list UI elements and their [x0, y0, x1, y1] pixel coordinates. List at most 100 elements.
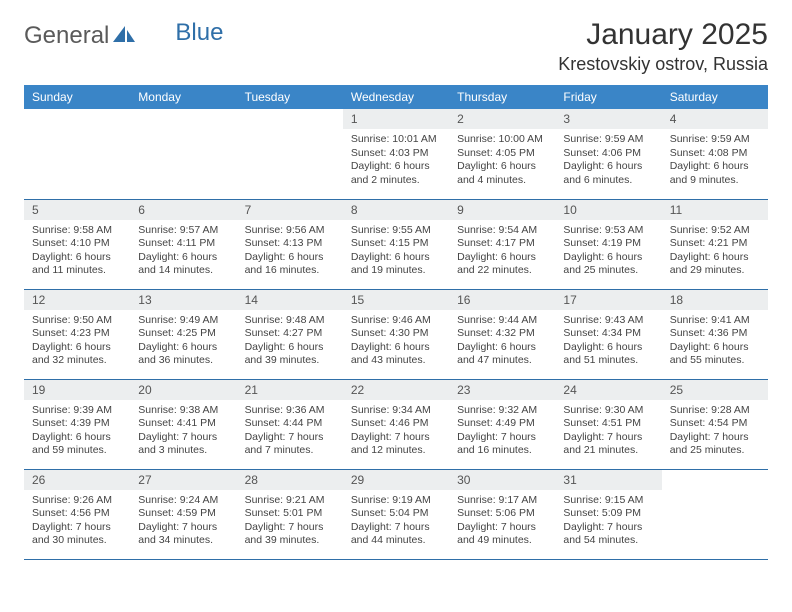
- day-data: Sunrise: 9:53 AMSunset: 4:19 PMDaylight:…: [555, 220, 661, 284]
- calendar-day-cell: 3Sunrise: 9:59 AMSunset: 4:06 PMDaylight…: [555, 109, 661, 199]
- calendar-day-cell: 14Sunrise: 9:48 AMSunset: 4:27 PMDayligh…: [237, 289, 343, 379]
- day-data: Sunrise: 9:17 AMSunset: 5:06 PMDaylight:…: [449, 490, 555, 554]
- location-title: Krestovskiy ostrov, Russia: [558, 54, 768, 75]
- daylight-line: Daylight: 7 hours and 54 minutes.: [563, 521, 653, 548]
- day-data: Sunrise: 9:26 AMSunset: 4:56 PMDaylight:…: [24, 490, 130, 554]
- daylight-line: Daylight: 7 hours and 30 minutes.: [32, 521, 122, 548]
- sunrise-line: Sunrise: 9:41 AM: [670, 314, 760, 328]
- day-number: 4: [662, 109, 768, 129]
- sunrise-line: Sunrise: 9:34 AM: [351, 404, 441, 418]
- calendar-day-cell: 12Sunrise: 9:50 AMSunset: 4:23 PMDayligh…: [24, 289, 130, 379]
- sunrise-line: Sunrise: 9:49 AM: [138, 314, 228, 328]
- sunrise-line: Sunrise: 9:50 AM: [32, 314, 122, 328]
- calendar-day-cell: 30Sunrise: 9:17 AMSunset: 5:06 PMDayligh…: [449, 469, 555, 559]
- sunrise-line: Sunrise: 9:24 AM: [138, 494, 228, 508]
- sunrise-line: Sunrise: 9:57 AM: [138, 224, 228, 238]
- day-number: 13: [130, 290, 236, 310]
- day-data: Sunrise: 9:24 AMSunset: 4:59 PMDaylight:…: [130, 490, 236, 554]
- sunrise-line: Sunrise: 9:48 AM: [245, 314, 335, 328]
- calendar-day-cell: [24, 109, 130, 199]
- day-data: Sunrise: 9:48 AMSunset: 4:27 PMDaylight:…: [237, 310, 343, 374]
- weekday-header: Friday: [555, 85, 661, 109]
- weekday-header: Wednesday: [343, 85, 449, 109]
- brand-part2: Blue: [175, 19, 223, 47]
- sunrise-line: Sunrise: 9:32 AM: [457, 404, 547, 418]
- day-data: Sunrise: 9:59 AMSunset: 4:08 PMDaylight:…: [662, 129, 768, 193]
- sunrise-line: Sunrise: 9:39 AM: [32, 404, 122, 418]
- day-data: Sunrise: 9:46 AMSunset: 4:30 PMDaylight:…: [343, 310, 449, 374]
- daylight-line: Daylight: 6 hours and 11 minutes.: [32, 251, 122, 278]
- sunset-line: Sunset: 4:17 PM: [457, 237, 547, 251]
- calendar-day-cell: 5Sunrise: 9:58 AMSunset: 4:10 PMDaylight…: [24, 199, 130, 289]
- day-number: 3: [555, 109, 661, 129]
- day-number: 6: [130, 200, 236, 220]
- day-data: Sunrise: 9:28 AMSunset: 4:54 PMDaylight:…: [662, 400, 768, 464]
- calendar-table: SundayMondayTuesdayWednesdayThursdayFrid…: [24, 85, 768, 560]
- sunset-line: Sunset: 4:56 PM: [32, 507, 122, 521]
- calendar-week-row: 26Sunrise: 9:26 AMSunset: 4:56 PMDayligh…: [24, 469, 768, 559]
- calendar-day-cell: 6Sunrise: 9:57 AMSunset: 4:11 PMDaylight…: [130, 199, 236, 289]
- brand-part1: General: [24, 22, 109, 50]
- calendar-day-cell: 4Sunrise: 9:59 AMSunset: 4:08 PMDaylight…: [662, 109, 768, 199]
- sunrise-line: Sunrise: 9:36 AM: [245, 404, 335, 418]
- daylight-line: Daylight: 6 hours and 6 minutes.: [563, 160, 653, 187]
- sunrise-line: Sunrise: 9:17 AM: [457, 494, 547, 508]
- day-number: 12: [24, 290, 130, 310]
- sunrise-line: Sunrise: 9:58 AM: [32, 224, 122, 238]
- sunrise-line: Sunrise: 9:21 AM: [245, 494, 335, 508]
- day-number: 23: [449, 380, 555, 400]
- calendar-day-cell: 20Sunrise: 9:38 AMSunset: 4:41 PMDayligh…: [130, 379, 236, 469]
- day-data: Sunrise: 9:58 AMSunset: 4:10 PMDaylight:…: [24, 220, 130, 284]
- daylight-line: Daylight: 6 hours and 32 minutes.: [32, 341, 122, 368]
- daylight-line: Daylight: 6 hours and 25 minutes.: [563, 251, 653, 278]
- calendar-day-cell: [237, 109, 343, 199]
- day-data: Sunrise: 9:34 AMSunset: 4:46 PMDaylight:…: [343, 400, 449, 464]
- sunset-line: Sunset: 4:11 PM: [138, 237, 228, 251]
- day-data: Sunrise: 9:30 AMSunset: 4:51 PMDaylight:…: [555, 400, 661, 464]
- calendar-day-cell: 1Sunrise: 10:01 AMSunset: 4:03 PMDayligh…: [343, 109, 449, 199]
- calendar-week-row: 19Sunrise: 9:39 AMSunset: 4:39 PMDayligh…: [24, 379, 768, 469]
- calendar-day-cell: [130, 109, 236, 199]
- calendar-day-cell: 13Sunrise: 9:49 AMSunset: 4:25 PMDayligh…: [130, 289, 236, 379]
- sunrise-line: Sunrise: 9:59 AM: [563, 133, 653, 147]
- daylight-line: Daylight: 7 hours and 3 minutes.: [138, 431, 228, 458]
- sunset-line: Sunset: 4:51 PM: [563, 417, 653, 431]
- sunset-line: Sunset: 4:21 PM: [670, 237, 760, 251]
- sunrise-line: Sunrise: 9:55 AM: [351, 224, 441, 238]
- daylight-line: Daylight: 6 hours and 9 minutes.: [670, 160, 760, 187]
- daylight-line: Daylight: 6 hours and 16 minutes.: [245, 251, 335, 278]
- day-number: 21: [237, 380, 343, 400]
- header: General Blue January 2025 Krestovskiy os…: [24, 18, 768, 75]
- daylight-line: Daylight: 7 hours and 7 minutes.: [245, 431, 335, 458]
- sunrise-line: Sunrise: 9:54 AM: [457, 224, 547, 238]
- day-data: Sunrise: 10:01 AMSunset: 4:03 PMDaylight…: [343, 129, 449, 193]
- day-data: Sunrise: 9:44 AMSunset: 4:32 PMDaylight:…: [449, 310, 555, 374]
- daylight-line: Daylight: 7 hours and 21 minutes.: [563, 431, 653, 458]
- daylight-line: Daylight: 6 hours and 43 minutes.: [351, 341, 441, 368]
- weekday-header: Monday: [130, 85, 236, 109]
- day-data: Sunrise: 9:21 AMSunset: 5:01 PMDaylight:…: [237, 490, 343, 554]
- sunset-line: Sunset: 4:27 PM: [245, 327, 335, 341]
- daylight-line: Daylight: 7 hours and 12 minutes.: [351, 431, 441, 458]
- sunset-line: Sunset: 4:54 PM: [670, 417, 760, 431]
- daylight-line: Daylight: 6 hours and 19 minutes.: [351, 251, 441, 278]
- day-data: Sunrise: 9:49 AMSunset: 4:25 PMDaylight:…: [130, 310, 236, 374]
- daylight-line: Daylight: 6 hours and 51 minutes.: [563, 341, 653, 368]
- calendar-day-cell: 28Sunrise: 9:21 AMSunset: 5:01 PMDayligh…: [237, 469, 343, 559]
- calendar-day-cell: 16Sunrise: 9:44 AMSunset: 4:32 PMDayligh…: [449, 289, 555, 379]
- day-number: 16: [449, 290, 555, 310]
- day-data: Sunrise: 9:15 AMSunset: 5:09 PMDaylight:…: [555, 490, 661, 554]
- calendar-week-row: 1Sunrise: 10:01 AMSunset: 4:03 PMDayligh…: [24, 109, 768, 199]
- sunset-line: Sunset: 4:13 PM: [245, 237, 335, 251]
- sunrise-line: Sunrise: 9:30 AM: [563, 404, 653, 418]
- day-number: 31: [555, 470, 661, 490]
- day-data: Sunrise: 9:38 AMSunset: 4:41 PMDaylight:…: [130, 400, 236, 464]
- sunset-line: Sunset: 5:01 PM: [245, 507, 335, 521]
- sunset-line: Sunset: 4:05 PM: [457, 147, 547, 161]
- day-number: 25: [662, 380, 768, 400]
- day-data: Sunrise: 9:57 AMSunset: 4:11 PMDaylight:…: [130, 220, 236, 284]
- day-data: Sunrise: 9:52 AMSunset: 4:21 PMDaylight:…: [662, 220, 768, 284]
- day-data: Sunrise: 9:56 AMSunset: 4:13 PMDaylight:…: [237, 220, 343, 284]
- day-data: Sunrise: 9:54 AMSunset: 4:17 PMDaylight:…: [449, 220, 555, 284]
- sunset-line: Sunset: 4:39 PM: [32, 417, 122, 431]
